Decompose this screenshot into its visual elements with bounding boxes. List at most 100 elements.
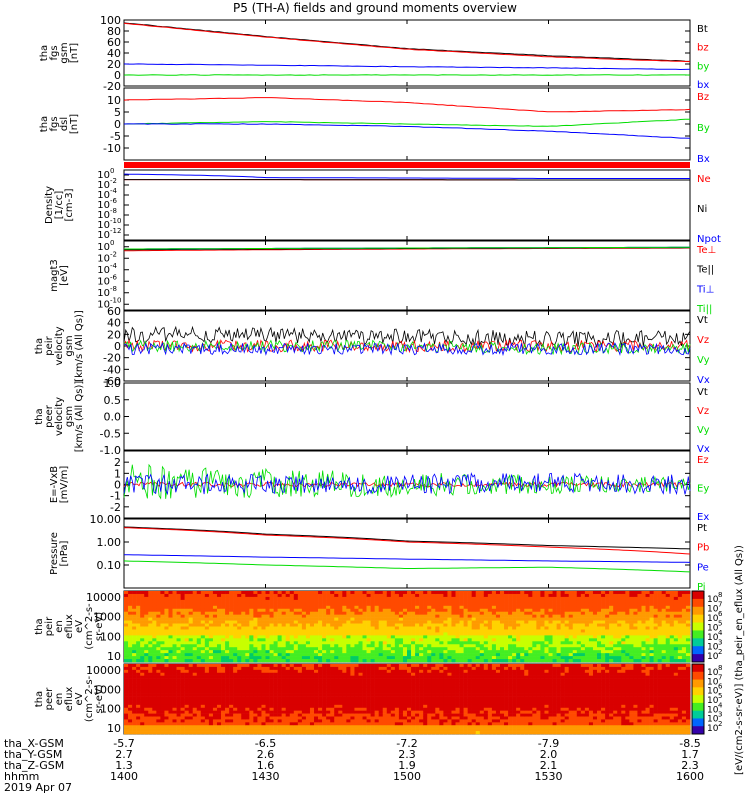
heatmap-cell	[257, 707, 262, 711]
heatmap-cell	[491, 611, 497, 615]
heatmap-cell	[499, 591, 505, 595]
heatmap-cell	[487, 644, 493, 648]
heatmap-cell	[281, 687, 287, 691]
heatmap-cell	[225, 623, 230, 627]
heatmap-cell	[439, 599, 444, 604]
legend-entry: Ti⊥	[696, 284, 714, 295]
heatmap-cell	[342, 617, 347, 621]
heatmap-cell	[309, 647, 315, 651]
heatmap-cell	[633, 644, 638, 648]
heatmap-cell	[524, 629, 529, 633]
heatmap-cell	[366, 602, 371, 607]
heatmap-cell	[508, 650, 513, 654]
ytick-label: 10	[97, 276, 110, 287]
heatmap-cell	[314, 647, 319, 651]
heatmap-cell	[504, 635, 509, 639]
heatmap-cell	[350, 614, 355, 618]
heatmap-cell	[673, 647, 679, 651]
heatmap-cell	[669, 620, 675, 624]
heatmap-cell	[540, 602, 545, 607]
heatmap-cell	[435, 650, 440, 654]
heatmap-cell	[208, 728, 214, 732]
heatmap-cell	[419, 620, 424, 624]
heatmap-cell	[362, 620, 367, 624]
heatmap-cell	[592, 659, 598, 663]
heatmap-cell	[487, 656, 493, 660]
heatmap-cell	[467, 591, 472, 595]
heatmap-cell	[144, 656, 149, 660]
heatmap-cell	[504, 647, 509, 651]
heatmap-cell	[322, 596, 327, 601]
heatmap-cell	[168, 710, 173, 714]
heatmap-cell	[613, 632, 618, 636]
heatmap-cell	[269, 672, 274, 676]
heatmap-cell	[132, 681, 137, 685]
ylabel-line: Density	[44, 186, 55, 224]
heatmap-cell	[318, 725, 323, 729]
heatmap-cell	[188, 690, 194, 694]
heatmap-cell	[192, 605, 198, 610]
heatmap-cell	[378, 599, 384, 604]
heatmap-cell	[499, 653, 505, 657]
heatmap-cell	[649, 608, 654, 613]
heatmap-cell	[289, 653, 295, 657]
heatmap-cell	[297, 722, 303, 726]
heatmap-cell	[625, 659, 630, 663]
heatmap-cell	[293, 626, 299, 630]
heatmap-cell	[216, 635, 222, 639]
heatmap-cell	[212, 731, 218, 735]
heatmap-cell	[443, 596, 448, 601]
heatmap-cell	[136, 611, 141, 615]
heatmap-cell	[245, 664, 250, 668]
heatmap-cell	[354, 620, 359, 624]
heatmap-cell	[124, 681, 129, 685]
heatmap-cell	[382, 596, 388, 601]
heatmap-cell	[297, 687, 303, 691]
heatmap-cell	[132, 728, 137, 732]
heatmap-cell	[204, 602, 210, 607]
heatmap-cell	[257, 728, 262, 732]
heatmap-cell	[128, 664, 133, 668]
heatmap-cell	[427, 650, 432, 654]
heatmap-cell	[253, 704, 258, 709]
heatmap-cell	[208, 641, 214, 645]
heatmap-cell	[499, 656, 505, 660]
legend-entry: Te||	[696, 265, 714, 276]
heatmap-cell	[249, 620, 254, 624]
heatmap-cell	[423, 591, 428, 595]
heatmap-cell	[297, 605, 303, 610]
heatmap-cell	[168, 605, 173, 610]
heatmap-cell	[366, 617, 371, 621]
heatmap-cell	[140, 593, 145, 598]
heatmap-cell	[144, 650, 149, 654]
heatmap-cell	[289, 611, 295, 615]
heatmap-cell	[382, 591, 388, 595]
heatmap-cell	[245, 669, 250, 674]
heatmap-cell	[423, 638, 428, 642]
heatmap-cell	[124, 659, 129, 663]
heatmap-cell	[560, 632, 565, 636]
heatmap-cell	[176, 593, 181, 598]
heatmap-cell	[358, 605, 363, 610]
heatmap-cell	[156, 713, 161, 717]
heatmap-cell	[568, 647, 574, 651]
heatmap-cell	[164, 656, 169, 660]
heatmap-cell	[233, 666, 238, 671]
heatmap-cell	[423, 623, 428, 627]
heatmap-cell	[358, 614, 363, 618]
heatmap-cell	[152, 681, 157, 685]
heatmap-cell	[419, 617, 424, 621]
heatmap-cell	[140, 719, 145, 723]
heatmap-cell	[649, 591, 654, 595]
heatmap-cell	[633, 647, 638, 651]
heatmap-cell	[386, 635, 392, 639]
heatmap-cell	[520, 659, 525, 663]
heatmap-cell	[233, 608, 238, 613]
heatmap-cell	[443, 593, 448, 598]
heatmap-cell	[398, 617, 404, 621]
heatmap-cell	[233, 641, 238, 645]
heatmap-cell	[354, 656, 359, 660]
heatmap-cell	[564, 620, 570, 624]
heatmap-cell	[281, 713, 287, 717]
heatmap-cell	[305, 632, 311, 636]
